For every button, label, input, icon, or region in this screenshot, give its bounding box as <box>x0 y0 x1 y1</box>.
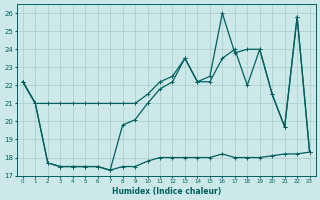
X-axis label: Humidex (Indice chaleur): Humidex (Indice chaleur) <box>112 187 221 196</box>
